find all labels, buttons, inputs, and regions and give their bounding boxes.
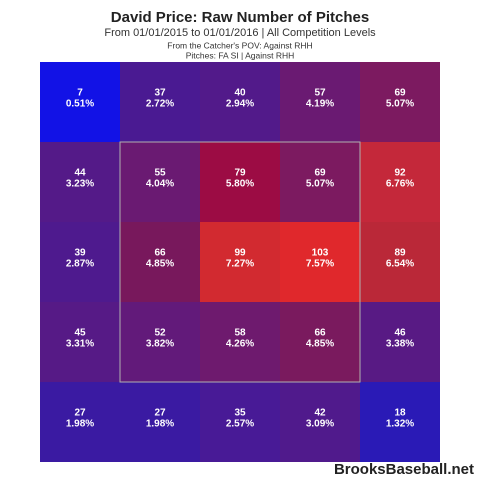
cell-share: 6.76% <box>386 179 414 190</box>
cell-count: 52 <box>154 328 166 339</box>
cell-share: 4.26% <box>226 339 254 350</box>
heat-cell <box>360 142 440 222</box>
chart-note: From the Catcher's POV: Against RHH <box>167 40 312 50</box>
heat-cell <box>200 142 280 222</box>
cell-share: 5.80% <box>226 179 254 190</box>
cell-share: 2.87% <box>66 259 94 270</box>
heat-cell <box>280 382 360 462</box>
cell-count: 79 <box>234 168 246 179</box>
heat-cell <box>40 382 120 462</box>
chart-subtitle: From 01/01/2015 to 01/01/2016 | All Comp… <box>104 27 376 39</box>
heat-cell <box>200 222 280 302</box>
heat-cell <box>40 142 120 222</box>
heat-cell <box>40 302 120 382</box>
cell-share: 0.51% <box>66 99 94 110</box>
cell-share: 2.72% <box>146 99 174 110</box>
heat-cell <box>200 382 280 462</box>
cell-count: 37 <box>154 88 166 99</box>
cell-share: 3.23% <box>66 179 94 190</box>
heat-cell <box>40 222 120 302</box>
chart-note: Pitches: FA SI | Against RHH <box>186 50 295 60</box>
cell-count: 99 <box>234 248 246 259</box>
cell-count: 39 <box>74 248 86 259</box>
cell-count: 58 <box>234 328 246 339</box>
heat-cell <box>280 302 360 382</box>
cell-count: 57 <box>314 88 326 99</box>
cell-count: 27 <box>154 408 166 419</box>
heat-cell <box>120 142 200 222</box>
cell-count: 89 <box>394 248 406 259</box>
heat-cell <box>360 222 440 302</box>
heat-cell <box>120 382 200 462</box>
cell-share: 4.85% <box>306 339 334 350</box>
cell-share: 3.38% <box>386 339 414 350</box>
cell-count: 66 <box>314 328 326 339</box>
cell-share: 7.57% <box>306 259 334 270</box>
cell-share: 1.32% <box>386 419 414 430</box>
heat-cell <box>360 302 440 382</box>
cell-count: 27 <box>74 408 86 419</box>
cell-share: 5.07% <box>386 99 414 110</box>
cell-share: 3.09% <box>306 419 334 430</box>
cell-count: 18 <box>394 408 406 419</box>
cell-share: 3.82% <box>146 339 174 350</box>
cell-count: 55 <box>154 168 166 179</box>
cell-count: 66 <box>154 248 166 259</box>
cell-count: 69 <box>394 88 406 99</box>
cell-count: 45 <box>74 328 86 339</box>
cell-share: 3.31% <box>66 339 94 350</box>
heat-cell <box>360 62 440 142</box>
cell-share: 6.54% <box>386 259 414 270</box>
cell-count: 69 <box>314 168 326 179</box>
heat-cell <box>40 62 120 142</box>
cell-share: 1.98% <box>146 419 174 430</box>
heat-cell <box>280 62 360 142</box>
heat-cell <box>200 302 280 382</box>
cell-share: 5.07% <box>306 179 334 190</box>
cell-count: 40 <box>234 88 246 99</box>
heat-cell <box>120 302 200 382</box>
heat-cell <box>280 142 360 222</box>
cell-count: 46 <box>394 328 406 339</box>
cell-count: 92 <box>394 168 406 179</box>
cell-share: 4.04% <box>146 179 174 190</box>
cell-count: 103 <box>312 248 329 259</box>
cell-share: 1.98% <box>66 419 94 430</box>
heat-cell <box>280 222 360 302</box>
cell-share: 4.19% <box>306 99 334 110</box>
cell-count: 35 <box>234 408 246 419</box>
chart-title: David Price: Raw Number of Pitches <box>111 9 369 26</box>
watermark: BrooksBaseball.net <box>334 461 474 478</box>
cell-share: 4.85% <box>146 259 174 270</box>
strike-zone <box>119 141 361 383</box>
cell-count: 44 <box>74 168 86 179</box>
cell-share: 2.94% <box>226 99 254 110</box>
heat-cell <box>360 382 440 462</box>
heat-cell <box>120 222 200 302</box>
cell-share: 7.27% <box>226 259 254 270</box>
cell-count: 7 <box>77 88 83 99</box>
heat-cell <box>120 62 200 142</box>
cell-count: 42 <box>314 408 326 419</box>
heat-cell <box>200 62 280 142</box>
cell-share: 2.57% <box>226 419 254 430</box>
